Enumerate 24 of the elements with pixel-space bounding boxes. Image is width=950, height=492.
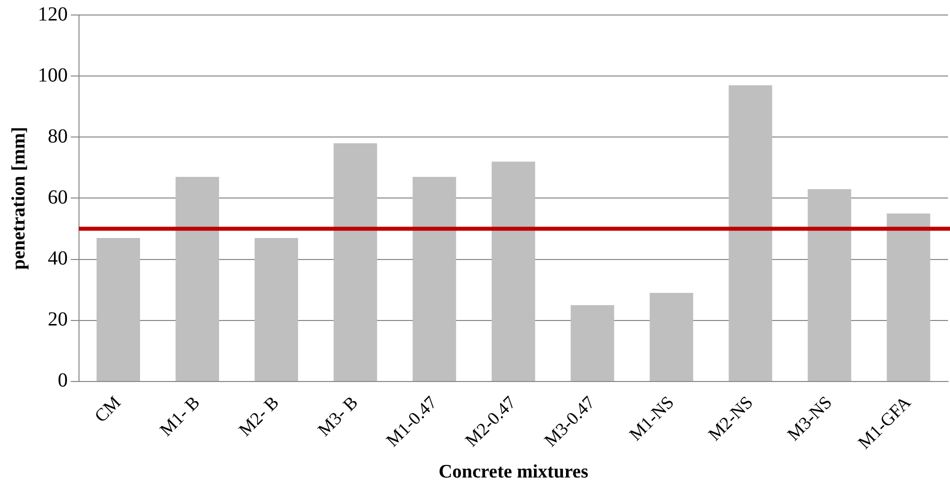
x-tick-label: M2- B xyxy=(234,392,283,440)
bar xyxy=(728,85,772,381)
bar xyxy=(176,176,220,381)
x-tick-label: M1- B xyxy=(156,392,204,440)
y-tick-label: 100 xyxy=(38,64,68,86)
x-tick-label: M3- B xyxy=(314,392,362,440)
bar xyxy=(492,162,536,381)
y-axis-title: penetration [mm] xyxy=(8,126,30,270)
x-tick-label: CM xyxy=(90,392,124,426)
bar xyxy=(808,189,852,381)
x-axis-title: Concrete mixtures xyxy=(438,462,588,483)
bar xyxy=(334,143,378,381)
y-tick-label: 20 xyxy=(48,308,68,331)
bar xyxy=(650,292,694,381)
bar xyxy=(412,176,456,381)
y-tick-label: 60 xyxy=(48,186,68,208)
y-tick-label: 120 xyxy=(38,3,68,26)
bar xyxy=(886,214,930,381)
y-tick-label: 0 xyxy=(58,370,68,392)
bar xyxy=(570,305,614,381)
bar xyxy=(254,238,298,381)
bar xyxy=(96,238,140,381)
y-tick-label: 80 xyxy=(48,125,68,148)
y-tick-label: 40 xyxy=(48,248,68,270)
